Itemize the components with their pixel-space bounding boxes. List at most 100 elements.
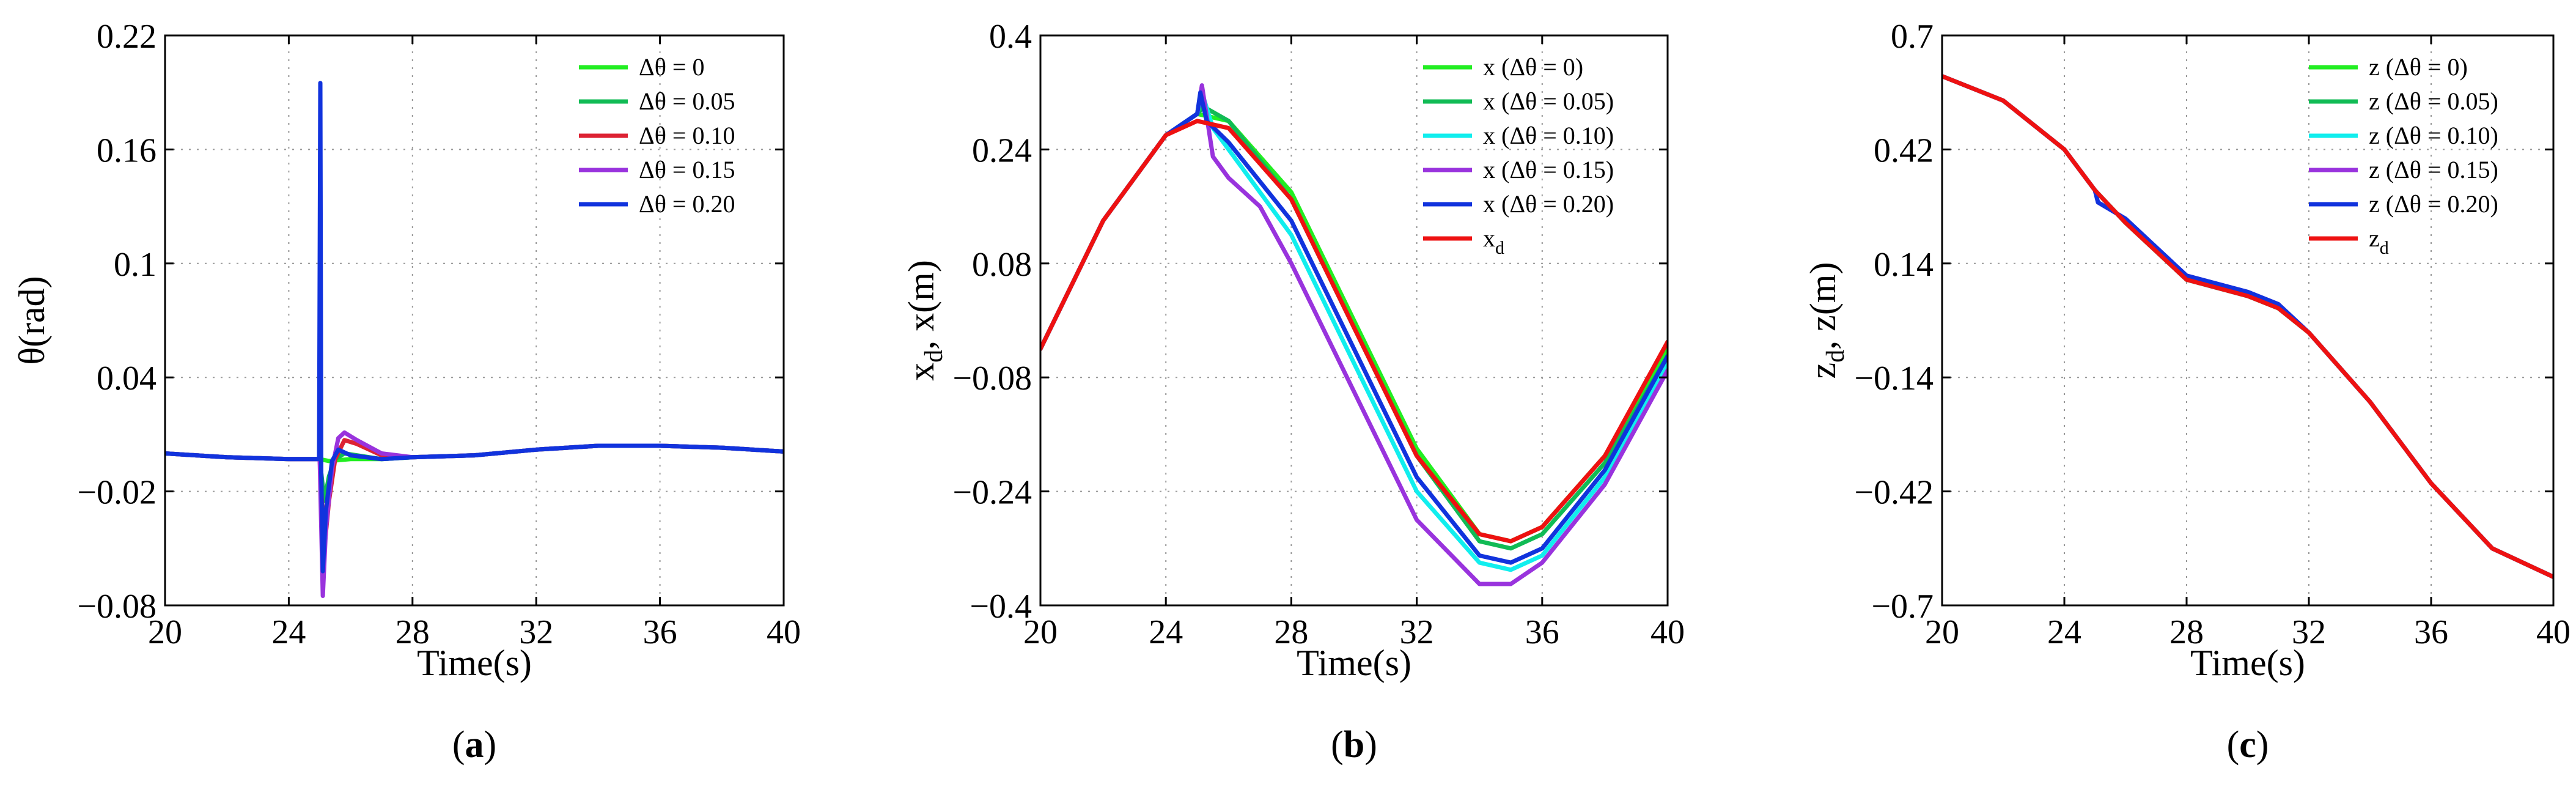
series-line-5 <box>165 81 784 574</box>
series-group <box>1942 74 2553 579</box>
x-tick-label: 36 <box>2414 613 2448 651</box>
y-tick-label: 0.22 <box>97 18 156 56</box>
x-tick-label: 40 <box>2536 613 2570 651</box>
panel-label-letter: c <box>2239 724 2256 766</box>
chart-panel-c: 20 24 28 32 36 40 −0.7 −0.42 −0.14 0.14 0.42 0.7 Tim… <box>1803 18 2570 766</box>
panel-label-open: ( <box>2227 724 2240 766</box>
plot-frame <box>1941 34 2555 607</box>
series-line-5 <box>1942 74 2553 579</box>
y-tick-label: −0.4 <box>970 588 1032 626</box>
y-tick-label: 0.24 <box>972 131 1032 169</box>
legend: z (Δθ = 0) z (Δθ = 0.05) z (Δθ = 0.10) z (Δ… <box>2309 53 2498 258</box>
y-axis-label-sub: d <box>1822 350 1850 363</box>
x-tick-label: 20 <box>1023 613 1058 651</box>
x-tick-label: 40 <box>767 613 801 651</box>
y-tick-label: 0.08 <box>972 246 1032 284</box>
legend-label-sub: d <box>1495 238 1504 258</box>
y-tick-label: −0.42 <box>1854 474 1934 512</box>
panel-label-letter: a <box>465 724 484 766</box>
chart-panel-b: 20 24 28 32 36 40 −0.4 −0.24 −0.08 0.08 0.24 0.4 Tim… <box>901 18 1685 766</box>
series-group <box>1040 83 1668 586</box>
series-line-2 <box>1942 74 2553 579</box>
series-line-6 <box>1040 119 1668 544</box>
y-tick-label: −0.08 <box>77 588 156 626</box>
y-tick-label: 0.42 <box>1874 131 1934 169</box>
series-line-3 <box>1942 74 2553 579</box>
series-line-5 <box>1040 90 1668 565</box>
legend-label-sub: d <box>2380 238 2389 258</box>
y-tick-label: 0.16 <box>97 131 156 169</box>
y-tick-label: −0.02 <box>77 474 156 512</box>
legend-label-5: z (Δθ = 0.20) <box>2369 190 2498 218</box>
panel-label-close: ) <box>2256 724 2269 766</box>
y-tick-label: 0.1 <box>114 246 156 284</box>
x-tick-label: 28 <box>396 613 430 651</box>
legend-label-1: Δθ = 0 <box>639 53 704 81</box>
panel-label-open: ( <box>1331 724 1344 766</box>
x-tick-label: 32 <box>1400 613 1434 651</box>
y-axis-label: xd, x(m) <box>901 260 948 381</box>
legend-label-3: x (Δθ = 0.10) <box>1483 122 1614 149</box>
y-tick-label: −0.14 <box>1854 360 1934 397</box>
x-tick-label: 24 <box>1149 613 1183 651</box>
y-tick-label: −0.08 <box>952 360 1032 397</box>
y-axis-label: θ(rad) <box>12 276 52 364</box>
series-line-1 <box>1942 74 2553 579</box>
x-tick-label: 28 <box>2169 613 2204 651</box>
x-tick-label: 20 <box>1925 613 1959 651</box>
legend-label-main: x <box>1483 224 1495 252</box>
y-axis-label: zd, z(m) <box>1803 262 1850 379</box>
x-tick-label: 32 <box>2292 613 2326 651</box>
legend: Δθ = 0 Δθ = 0.05 Δθ = 0.10 Δθ = 0.15 Δθ = 0.… <box>579 53 735 218</box>
legend-label-3: Δθ = 0.10 <box>639 122 735 149</box>
plot-frame <box>164 34 785 607</box>
y-axis-label-rest: , z(m) <box>1803 262 1843 350</box>
x-tick-label: 40 <box>1650 613 1685 651</box>
legend-label-2: z (Δθ = 0.05) <box>2369 87 2498 115</box>
legend-label-6: zd <box>2369 224 2389 258</box>
y-axis-label-sub: d <box>920 350 948 363</box>
y-tick-label: −0.24 <box>952 474 1032 512</box>
x-tick-label: 32 <box>519 613 553 651</box>
y-axis-label-main: z <box>1803 363 1843 379</box>
y-tick-label: 0.4 <box>989 18 1032 56</box>
y-tick-label: 0.04 <box>97 360 156 397</box>
chart-panel-a: 20 24 28 32 36 40 −0.08 −0.02 0.04 0.1 0.16 0.22 Tim… <box>12 18 801 766</box>
legend-label-1: z (Δθ = 0) <box>2369 53 2468 81</box>
legend-label-main: z <box>2369 224 2380 252</box>
x-axis-label: Time(s) <box>1297 643 1411 683</box>
x-axis-label: Time(s) <box>2190 643 2305 683</box>
y-tick-label: −0.7 <box>1871 588 1934 626</box>
panel-label-letter: b <box>1344 724 1364 766</box>
series-group <box>165 81 784 598</box>
panel-label-close: ) <box>1364 724 1377 766</box>
legend-label-2: Δθ = 0.05 <box>639 87 735 115</box>
legend-label-1: x (Δθ = 0) <box>1483 53 1583 81</box>
panel-label: (b) <box>1331 724 1377 766</box>
series-line-4 <box>1942 74 2553 579</box>
legend-label-4: x (Δθ = 0.15) <box>1483 156 1614 183</box>
legend-label-5: x (Δθ = 0.20) <box>1483 190 1614 218</box>
legend-label-4: Δθ = 0.15 <box>639 156 735 183</box>
y-axis-label-main: x <box>901 363 941 381</box>
y-tick-label: 0.14 <box>1874 246 1934 284</box>
series-line-6 <box>1942 74 2553 579</box>
panel-label-close: ) <box>484 724 497 766</box>
x-tick-label: 36 <box>1525 613 1559 651</box>
legend-label-4: z (Δθ = 0.15) <box>2369 156 2498 183</box>
x-tick-label: 20 <box>148 613 182 651</box>
y-tick-label: 0.7 <box>1891 18 1934 56</box>
legend-label-3: z (Δθ = 0.10) <box>2369 122 2498 149</box>
legend-label-5: Δθ = 0.20 <box>639 190 735 218</box>
legend: x (Δθ = 0) x (Δθ = 0.05) x (Δθ = 0.10) x (Δ… <box>1423 53 1614 258</box>
legend-label-2: x (Δθ = 0.05) <box>1483 87 1614 115</box>
panel-label: (a) <box>452 724 496 766</box>
x-axis-label: Time(s) <box>417 643 532 683</box>
panel-label-open: ( <box>452 724 465 766</box>
panel-label: (c) <box>2227 724 2269 766</box>
x-tick-label: 36 <box>643 613 677 651</box>
x-tick-label: 28 <box>1274 613 1308 651</box>
x-tick-label: 24 <box>2047 613 2081 651</box>
